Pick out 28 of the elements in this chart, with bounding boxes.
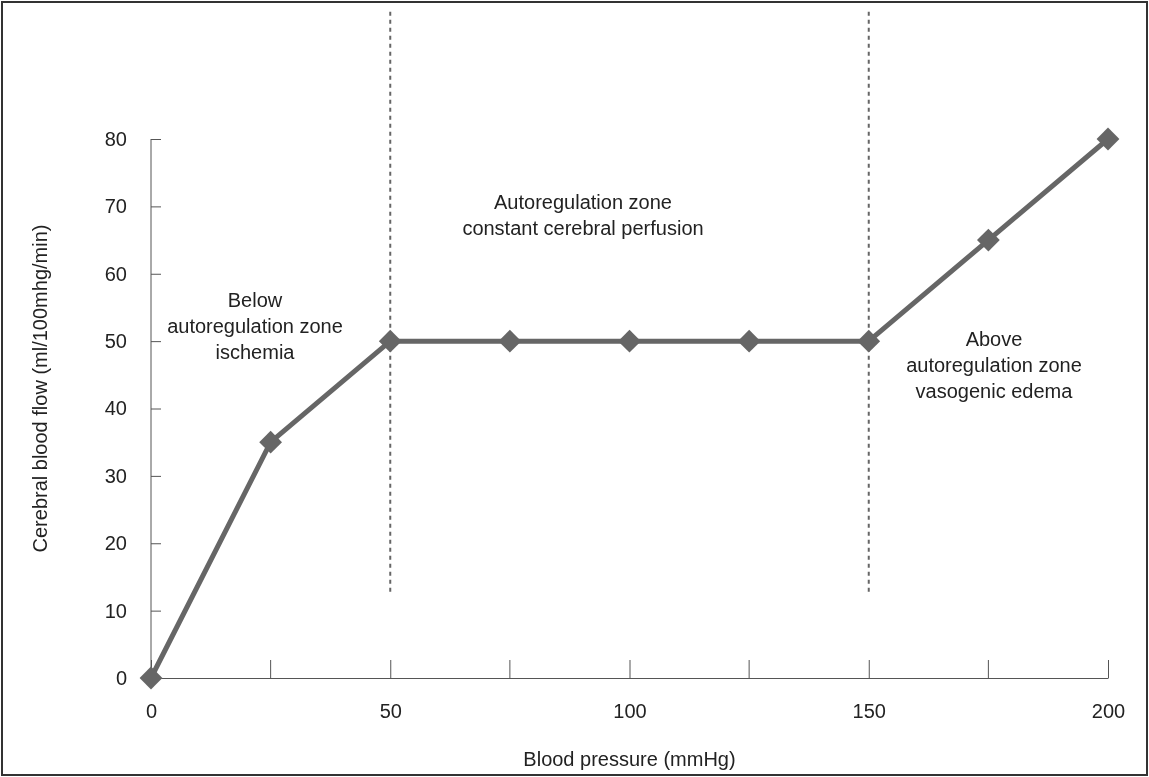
x-tick-label: 0 [145, 700, 158, 723]
annotation: Below autoregulation zone ischemia [167, 289, 343, 363]
y-tick-label: 40 [104, 397, 127, 420]
point [618, 329, 641, 353]
point [1096, 127, 1120, 151]
x-tick-label: 50 [379, 700, 402, 723]
point [857, 329, 881, 353]
y-tick-label: 0 [115, 666, 127, 689]
point [737, 329, 761, 353]
x-tick-label: 150 [852, 700, 886, 723]
y-tick-label: 70 [104, 195, 127, 218]
x-tick-label: 200 [1091, 700, 1126, 723]
y-axis-title: Cerebral blood flow (ml/100mhg/min) [29, 224, 51, 553]
point [378, 329, 402, 353]
annotation: Autoregulation zone constant cerebral perfusion [462, 191, 704, 239]
x-tick-label: 100 [613, 700, 647, 723]
point [498, 329, 522, 353]
point [976, 228, 1000, 252]
x-axis-title: Blood pressure (mmHg) [523, 748, 736, 770]
point [259, 430, 283, 454]
point [139, 666, 163, 690]
y-tick-label: 60 [104, 262, 127, 285]
y-tick-label: 10 [104, 599, 127, 622]
y-tick-label: 80 [104, 127, 127, 150]
y-tick-label: 30 [104, 464, 127, 487]
y-tick-label: 20 [104, 532, 127, 555]
annotation: Above autoregulation zone vasogenic edema [906, 328, 1082, 402]
y-tick-label: 50 [104, 330, 127, 353]
